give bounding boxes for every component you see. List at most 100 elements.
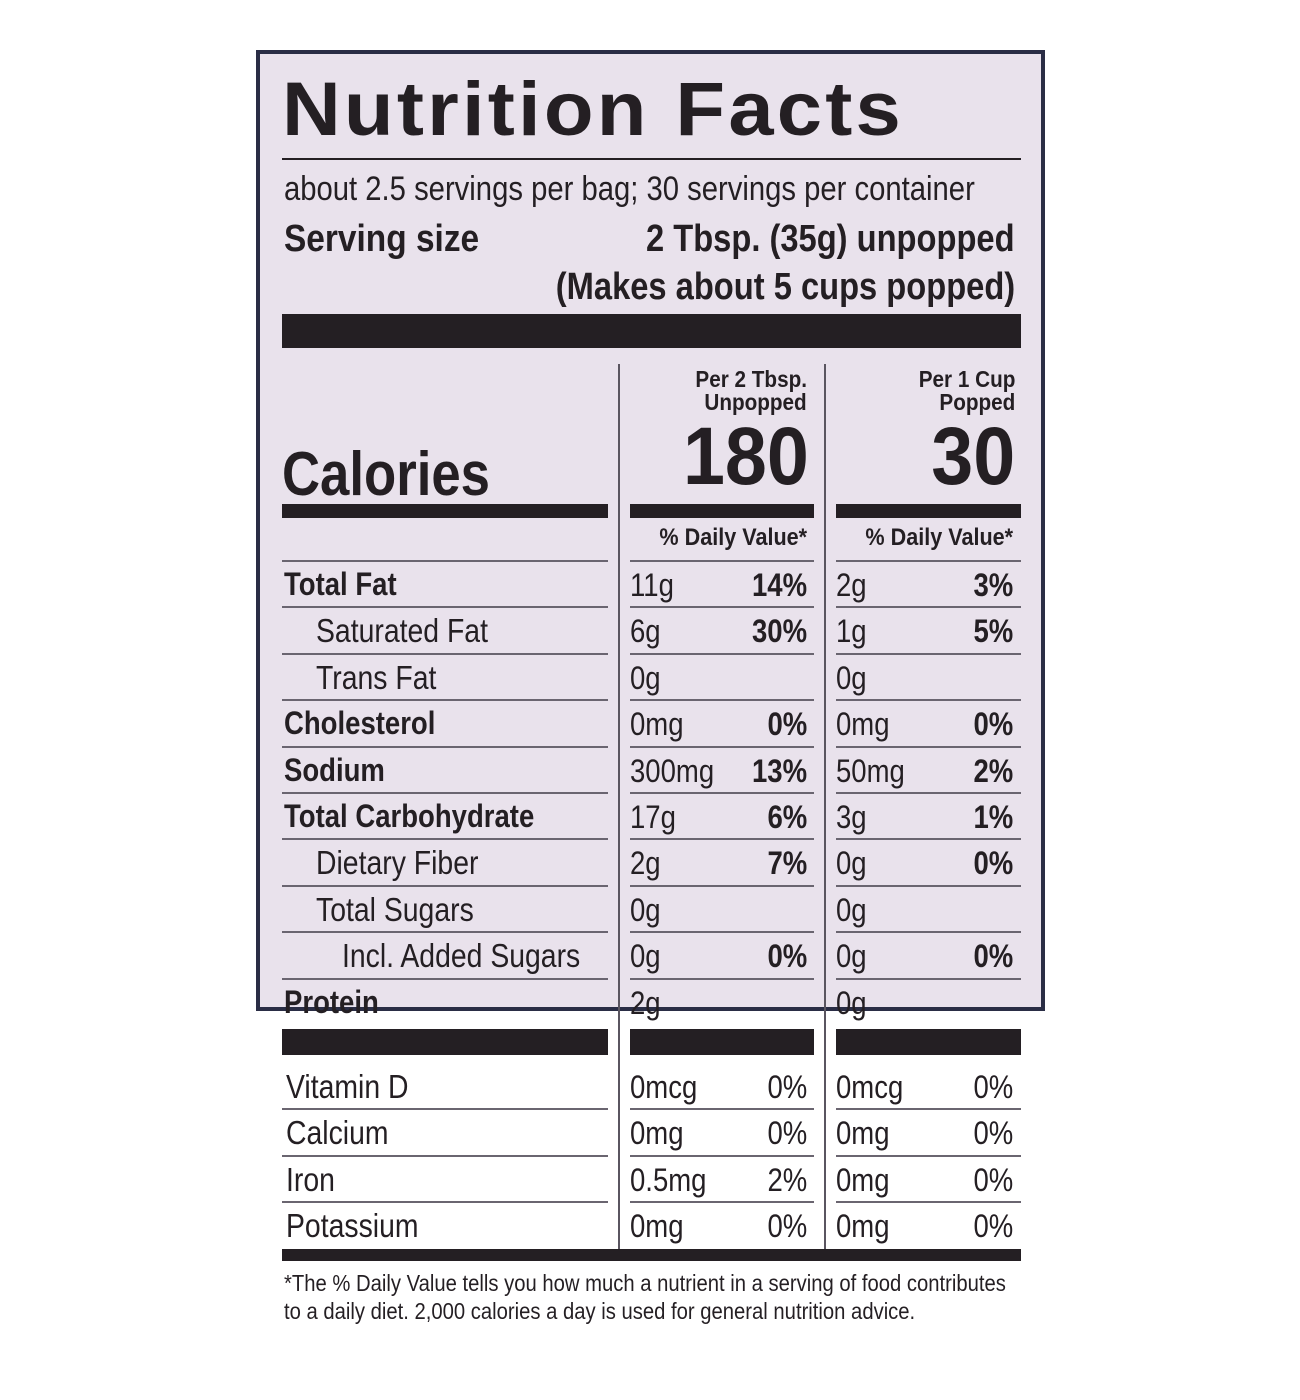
- column-divider-2: [824, 364, 826, 1249]
- col1-dv-header: % Daily Value*: [659, 524, 807, 551]
- col1-amount-protein: 2g: [630, 984, 661, 1021]
- col2-percent-total-carbohydrate: 1%: [973, 799, 1013, 835]
- nutrient-name-potassium: Potassium: [286, 1207, 419, 1245]
- calories-rule-2: [630, 504, 814, 518]
- col1-percent-cholesterol: 0%: [767, 706, 807, 743]
- col1-amount-saturated-fat: 6g: [630, 613, 661, 650]
- col2-percent-cholesterol: 0%: [973, 706, 1013, 743]
- row-divider-4-1: [282, 792, 608, 794]
- row-divider-6-3: [836, 884, 1021, 887]
- col1-header-line1: Per 2 Tbsp.: [695, 366, 807, 392]
- col1-amount-total-sugars: 0g: [630, 891, 661, 928]
- vitamin-divider-1-3: [836, 1154, 1021, 1157]
- label-title: Nutrition Facts: [282, 67, 904, 152]
- col2-percent-total-fat: 3%: [973, 567, 1013, 603]
- row-divider-7-2: [630, 931, 814, 934]
- nutrient-name-saturated-fat: Saturated Fat: [316, 612, 488, 650]
- col2-amount-saturated-fat: 1g: [836, 613, 867, 650]
- col1-amount-sodium: 300mg: [630, 752, 715, 789]
- row-divider-header-1: [282, 560, 608, 562]
- row-divider-2-3: [836, 699, 1021, 702]
- footnote-line2: to a daily diet. 2,000 calories a day is…: [284, 1298, 916, 1324]
- vitamin-divider-2-3: [836, 1201, 1021, 1204]
- col1-amount-iron: 0.5mg: [630, 1161, 707, 1198]
- col1-percent-sodium: 13%: [751, 752, 807, 789]
- col1-calories: 180: [683, 411, 809, 502]
- col1-amount-vitamin-d: 0mcg: [630, 1069, 698, 1105]
- nutrient-name-protein: Protein: [284, 983, 379, 1020]
- col1-percent-iron: 2%: [767, 1161, 807, 1198]
- row-divider-2-1: [282, 699, 608, 702]
- row-divider-8-1: [282, 977, 608, 980]
- row-divider-3-1: [282, 745, 608, 748]
- nutrient-name-trans-fat: Trans Fat: [316, 658, 437, 696]
- thick-rule-vitamins-2: [630, 1029, 814, 1055]
- col1-percent-total-carbohydrate: 6%: [767, 799, 807, 835]
- serving-size-label: Serving size: [284, 218, 480, 260]
- col2-percent-dietary-fiber: 0%: [973, 845, 1013, 882]
- col2-amount-incl-added-sugars: 0g: [836, 938, 867, 975]
- col1-amount-incl-added-sugars: 0g: [630, 938, 661, 975]
- col1-percent-calcium: 0%: [767, 1115, 807, 1152]
- col2-amount-total-fat: 2g: [836, 567, 867, 603]
- row-divider-5-2: [630, 838, 814, 841]
- col1-percent-dietary-fiber: 7%: [767, 845, 807, 882]
- row-divider-1-2: [630, 652, 814, 655]
- vitamin-divider-1-1: [282, 1154, 608, 1157]
- nutrient-name-iron: Iron: [286, 1160, 335, 1198]
- row-divider-1-1: [282, 652, 608, 655]
- footnote-line1: *The % Daily Value tells you how much a …: [284, 1270, 1006, 1296]
- nutrition-label: Nutrition Facts about 2.5 servings per b…: [256, 50, 1045, 1323]
- row-divider-header-2: [630, 560, 814, 562]
- row-divider-5-1: [282, 838, 608, 841]
- col1-amount-total-fat: 11g: [630, 567, 674, 603]
- vitamin-divider-0-2: [630, 1108, 814, 1111]
- col1-header-line2: Unpopped: [704, 389, 807, 415]
- col2-amount-protein: 0g: [836, 984, 867, 1021]
- row-divider-0-3: [836, 606, 1021, 609]
- nutrient-name-dietary-fiber: Dietary Fiber: [316, 844, 479, 882]
- row-divider-1-3: [836, 652, 1021, 655]
- serving-size-value: 2 Tbsp. (35g) unpopped: [646, 218, 1015, 260]
- col2-percent-calcium: 0%: [973, 1115, 1013, 1152]
- col2-amount-potassium: 0mg: [836, 1208, 890, 1245]
- col1-percent-saturated-fat: 30%: [751, 613, 807, 650]
- col2-percent-sodium: 2%: [973, 752, 1013, 789]
- col1-amount-potassium: 0mg: [630, 1208, 684, 1245]
- col1-percent-potassium: 0%: [767, 1208, 807, 1245]
- col2-amount-total-carbohydrate: 3g: [836, 799, 867, 835]
- nutrient-name-total-sugars: Total Sugars: [316, 890, 474, 928]
- thick-rule-vitamins-1: [282, 1029, 608, 1055]
- col2-percent-iron: 0%: [973, 1161, 1013, 1198]
- title-rule: [282, 158, 1021, 160]
- col1-amount-dietary-fiber: 2g: [630, 845, 661, 882]
- column-divider-1: [618, 364, 620, 1249]
- row-divider-header-3: [836, 560, 1021, 562]
- col2-percent-potassium: 0%: [973, 1208, 1013, 1245]
- servings-per-container: about 2.5 servings per bag; 30 servings …: [284, 170, 975, 208]
- nutrient-name-sodium: Sodium: [284, 751, 385, 788]
- col1-percent-vitamin-d: 0%: [767, 1069, 807, 1105]
- calories-label: Calories: [282, 440, 490, 509]
- col2-amount-total-sugars: 0g: [836, 891, 867, 928]
- row-divider-0-1: [282, 606, 608, 609]
- row-divider-6-2: [630, 884, 814, 887]
- col2-amount-vitamin-d: 0mcg: [836, 1069, 904, 1105]
- col2-amount-calcium: 0mg: [836, 1115, 890, 1152]
- nutrient-name-calcium: Calcium: [286, 1114, 389, 1152]
- col2-percent-incl-added-sugars: 0%: [973, 938, 1013, 975]
- row-divider-7-1: [282, 931, 608, 934]
- col1-amount-total-carbohydrate: 17g: [630, 799, 676, 835]
- vitamin-divider-0-3: [836, 1108, 1021, 1111]
- col1-amount-cholesterol: 0mg: [630, 706, 684, 743]
- col2-amount-dietary-fiber: 0g: [836, 845, 867, 882]
- col2-amount-cholesterol: 0mg: [836, 706, 890, 743]
- row-divider-4-3: [836, 792, 1021, 794]
- thick-rule-top: [282, 314, 1021, 348]
- col2-header-line2: Popped: [939, 389, 1015, 415]
- thick-rule-vitamins-3: [836, 1029, 1021, 1055]
- col1-percent-incl-added-sugars: 0%: [767, 938, 807, 975]
- row-divider-6-1: [282, 884, 608, 887]
- row-divider-4-2: [630, 792, 814, 794]
- serving-size-note: (Makes about 5 cups popped): [555, 266, 1015, 308]
